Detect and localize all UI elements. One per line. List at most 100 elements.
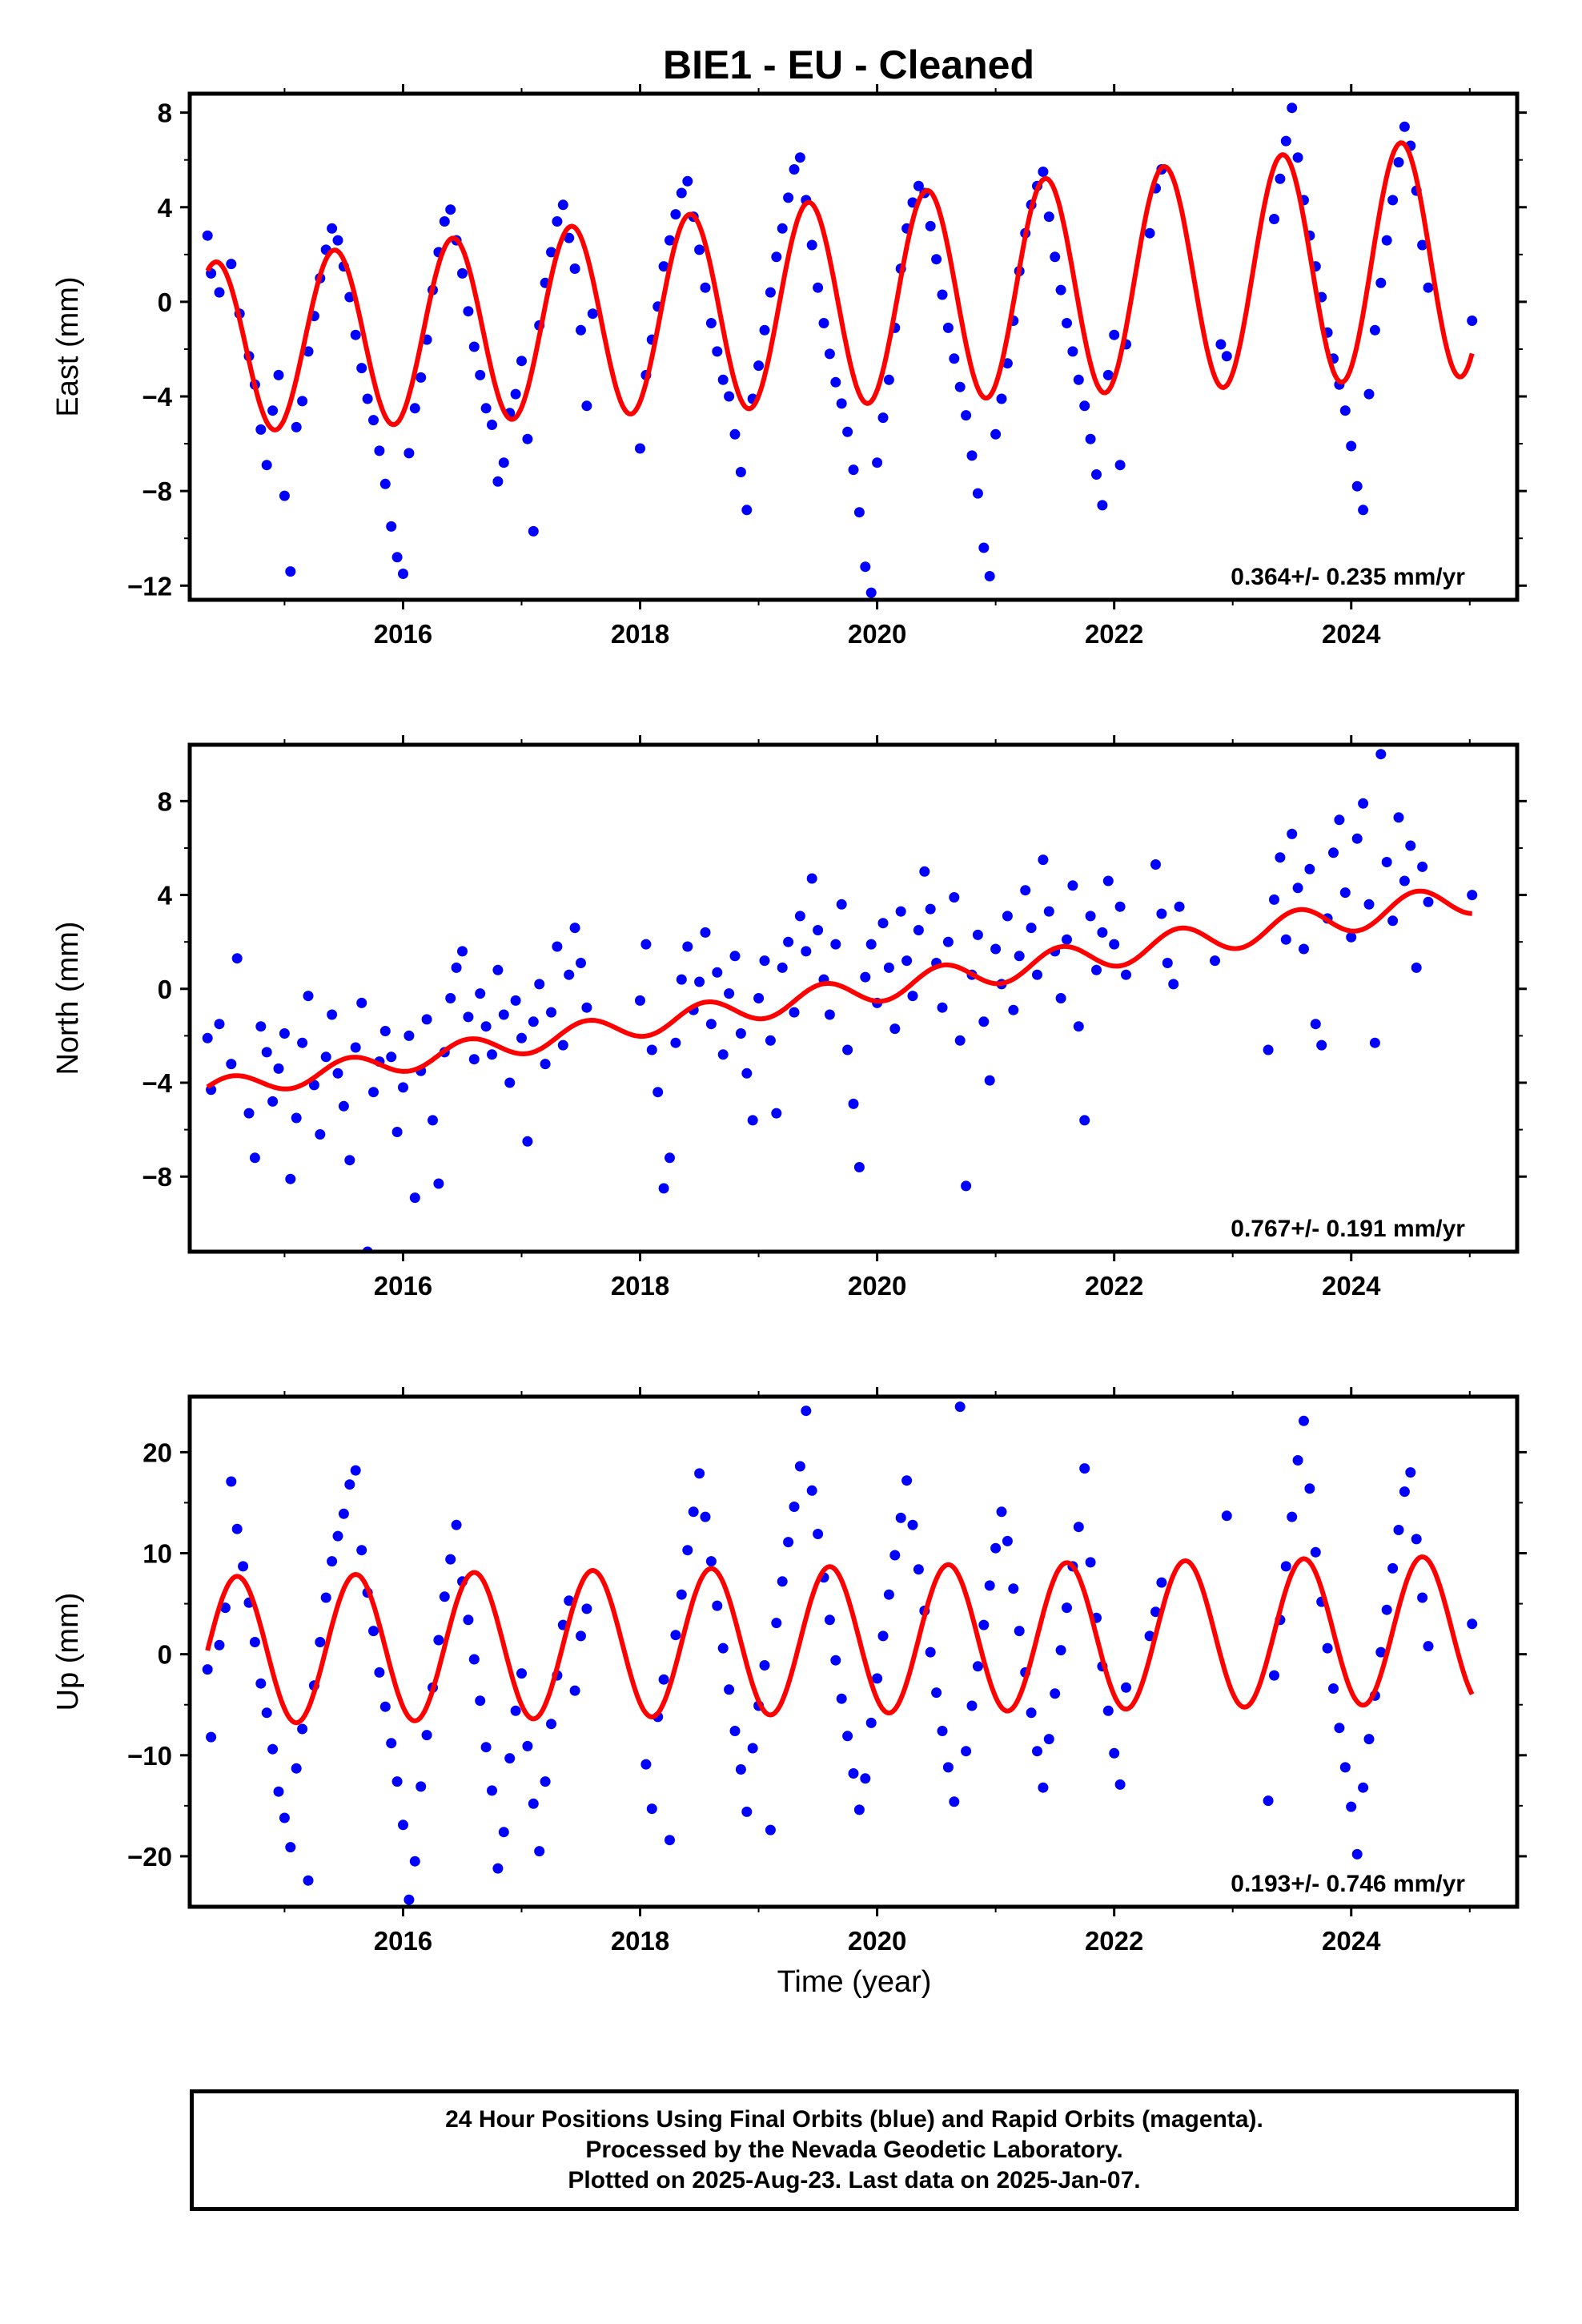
data-point <box>961 1746 972 1757</box>
data-point <box>1210 955 1220 967</box>
data-point <box>1038 1782 1049 1793</box>
footer-line-2: Processed by the Nevada Geodetic Laborat… <box>585 2137 1123 2163</box>
data-point <box>682 1545 693 1556</box>
data-point <box>528 1798 539 1809</box>
data-point <box>1334 1723 1345 1734</box>
data-point <box>646 1803 657 1815</box>
data-point <box>261 460 272 471</box>
data-point <box>771 251 782 263</box>
data-point <box>451 1519 462 1530</box>
data-point <box>1275 173 1286 184</box>
panels-layer: 8 4 0 −4 −8 −12 2016 2018 2020 2022 2024 East (mm) 0… <box>51 84 1527 1956</box>
data-point <box>416 1781 427 1792</box>
data-point <box>492 1863 504 1874</box>
data-point <box>576 324 586 336</box>
data-point <box>463 306 474 317</box>
data-point <box>291 1763 302 1774</box>
data-point <box>356 1545 367 1556</box>
data-point <box>937 289 948 300</box>
data-point <box>522 1740 533 1751</box>
data-point <box>972 1661 983 1672</box>
data-point <box>848 1098 859 1109</box>
data-point <box>1085 433 1096 444</box>
data-point <box>279 490 290 501</box>
data-point <box>771 1108 782 1119</box>
data-point <box>214 1019 225 1030</box>
data-point <box>1073 1021 1084 1032</box>
data-point <box>806 873 817 884</box>
data-point <box>350 329 361 340</box>
data-point <box>1026 1707 1037 1719</box>
data-point <box>676 1589 687 1600</box>
panel-east: 8 4 0 −4 −8 −12 2016 2018 2020 2022 2024 East (mm) 0… <box>51 84 1527 649</box>
data-point <box>1079 1463 1090 1474</box>
data-point <box>1109 329 1120 340</box>
data-point <box>421 1730 432 1741</box>
data-point <box>1387 915 1399 927</box>
data-point <box>1346 1801 1357 1812</box>
data-point <box>860 971 871 983</box>
data-point <box>1032 1746 1042 1757</box>
data-point <box>1114 901 1126 912</box>
data-point <box>1287 103 1298 114</box>
data-point <box>540 1059 551 1070</box>
x-tick-label: 2022 <box>1085 1926 1143 1956</box>
y-tick-label: 0 <box>158 975 172 1004</box>
data-point <box>1067 346 1078 357</box>
data-point <box>978 1016 990 1027</box>
data-point <box>546 1007 556 1018</box>
data-point <box>552 941 563 952</box>
data-point <box>1292 152 1303 163</box>
data-point <box>504 1077 516 1088</box>
data-point <box>315 1129 326 1140</box>
data-point <box>813 1529 824 1539</box>
data-point <box>1221 1510 1232 1522</box>
data-point <box>872 1673 883 1684</box>
data-point <box>676 974 687 985</box>
data-point <box>1263 1795 1274 1807</box>
data-point <box>853 507 865 518</box>
plot-area <box>202 1401 1478 1905</box>
data-point <box>836 899 847 910</box>
data-point <box>1304 863 1315 875</box>
data-point <box>1162 958 1173 968</box>
data-point <box>1363 1734 1375 1745</box>
data-point <box>480 1021 492 1032</box>
data-point <box>249 1637 260 1647</box>
data-point <box>705 318 717 328</box>
rate-annotation: 0.193+/- 0.746 mm/yr <box>1231 1871 1465 1897</box>
data-point <box>735 1028 746 1039</box>
data-point <box>1002 1535 1013 1546</box>
data-point <box>1339 1762 1351 1773</box>
data-point <box>487 1049 497 1060</box>
data-point <box>813 925 824 935</box>
data-point <box>356 363 367 374</box>
data-point <box>818 318 829 328</box>
data-point <box>1358 1782 1369 1793</box>
data-point <box>344 1479 355 1490</box>
data-point <box>202 1032 213 1043</box>
data-point <box>480 403 492 414</box>
data-point <box>830 376 841 388</box>
data-point <box>1114 460 1126 471</box>
data-point <box>705 1556 717 1567</box>
data-point <box>1014 951 1025 962</box>
data-point <box>1038 854 1049 866</box>
data-point <box>409 1856 420 1867</box>
data-point <box>830 1655 841 1666</box>
data-point <box>1008 1004 1019 1015</box>
data-point <box>889 1023 901 1035</box>
data-point <box>925 903 936 915</box>
data-point <box>966 450 978 461</box>
data-point <box>475 369 486 380</box>
data-point <box>1316 1039 1327 1051</box>
data-point <box>865 939 877 950</box>
panel-up: 20 10 0 −10 −20 2016 2018 2020 2022 2024 Up (mm) 0.… <box>51 1387 1527 1956</box>
data-point <box>1299 1415 1309 1426</box>
data-point <box>1351 833 1363 844</box>
data-point <box>350 1042 361 1053</box>
y-tick-label: −4 <box>142 1068 172 1098</box>
data-point <box>398 1082 408 1093</box>
data-point <box>362 393 373 404</box>
data-point <box>741 1806 753 1817</box>
